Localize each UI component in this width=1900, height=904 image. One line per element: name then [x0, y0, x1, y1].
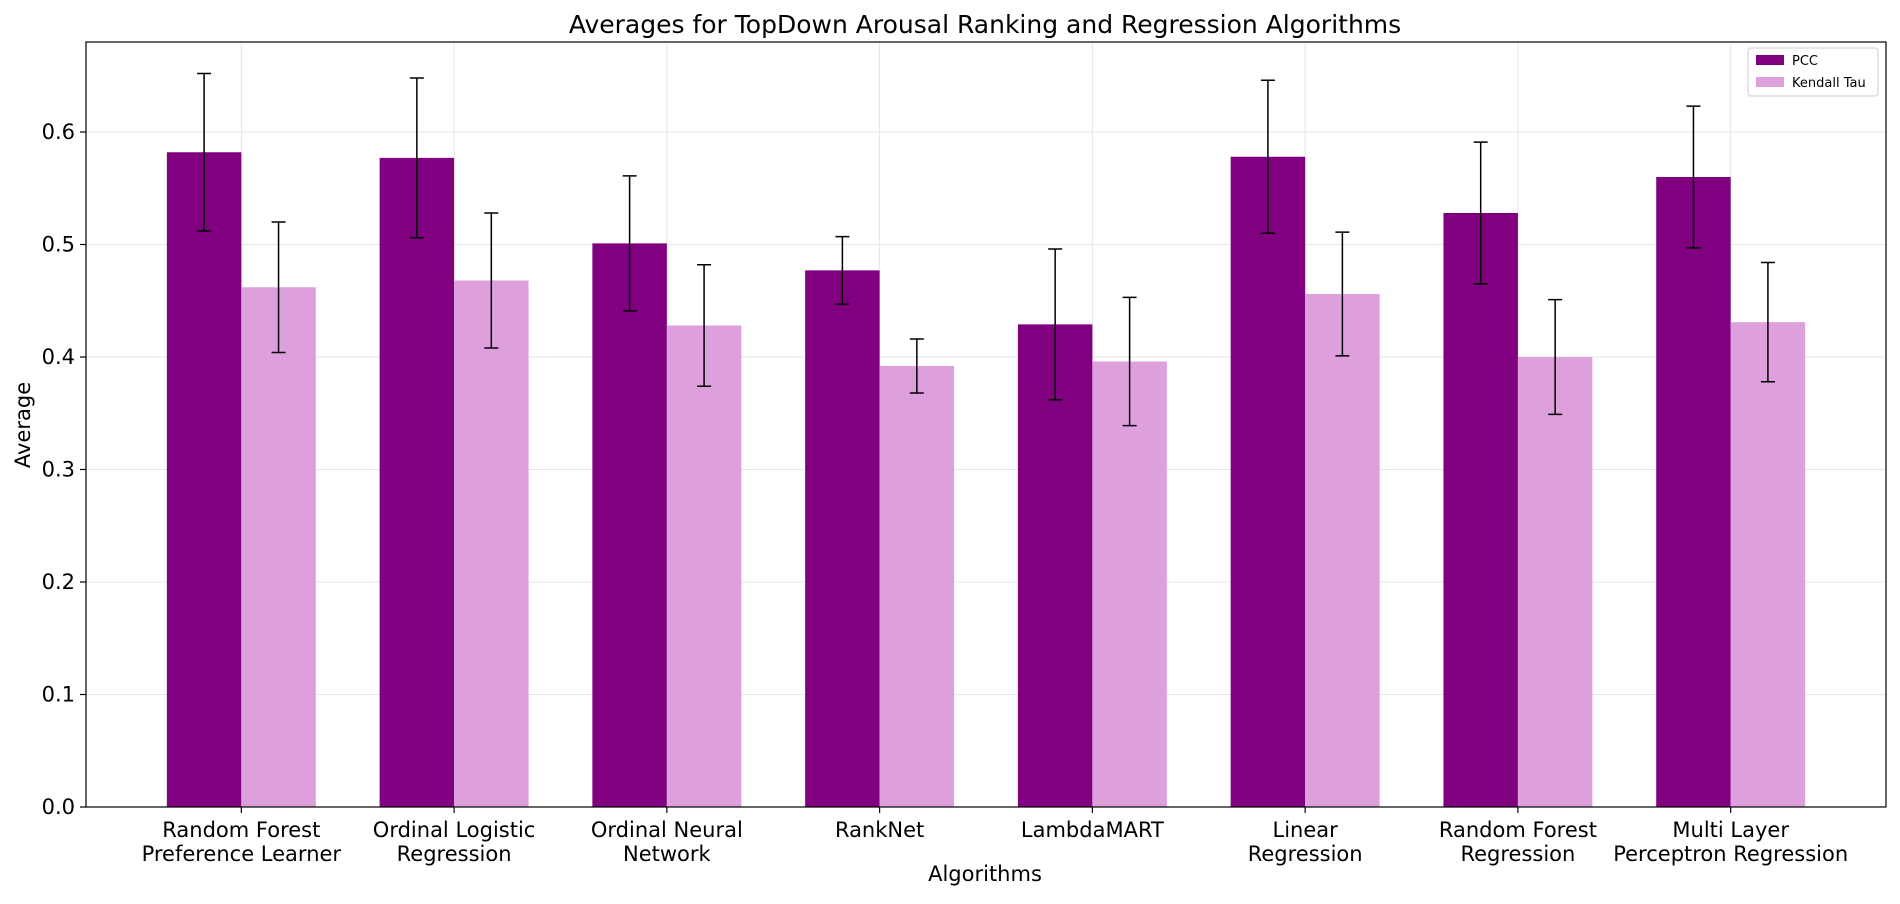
x-tick-label: RankNet — [835, 818, 924, 842]
x-tick-label-line: Ordinal Logistic — [373, 818, 536, 842]
x-tick-label-line: Perceptron Regression — [1613, 842, 1848, 866]
x-tick-label-line: Preference Learner — [142, 842, 342, 866]
bars — [166, 152, 1806, 807]
x-tick-label-line: Regression — [1460, 842, 1575, 866]
x-tick-label: Ordinal Neural Network — [591, 818, 743, 866]
y-axis-ticks: 0.0 0.1 0.2 0.3 0.4 0.5 0.6 — [42, 120, 86, 819]
plot-frame — [85, 41, 1887, 808]
x-tick-label-line: RankNet — [835, 818, 924, 842]
bar-pcc — [1230, 156, 1306, 807]
x-tick-label-line: Network — [623, 842, 712, 866]
y-tick-label: 0.1 — [42, 683, 75, 707]
x-tick-label-line: Random Forest — [1439, 818, 1597, 842]
y-axis-label: Average — [11, 382, 35, 468]
bar-pcc — [592, 243, 667, 807]
bar-pcc — [805, 270, 880, 807]
legend-swatch-pcc — [1756, 55, 1784, 65]
bar-kendall-tau — [1517, 357, 1593, 807]
y-tick-label: 0.5 — [42, 233, 75, 257]
y-tick-label: 0.4 — [42, 345, 75, 369]
bar-kendall-tau — [454, 280, 529, 807]
bar-kendall-tau — [666, 325, 742, 807]
x-tick-label: LambdaMART — [1021, 818, 1164, 842]
bar-kendall-tau — [1730, 322, 1806, 807]
error-bars — [197, 72, 1775, 427]
x-tick-label-line: Random Forest — [162, 818, 320, 842]
bar-kendall-tau — [1092, 361, 1167, 807]
bar-kendall-tau — [879, 366, 955, 807]
y-tick-label: 0.2 — [42, 570, 75, 594]
y-tick-label: 0.6 — [42, 120, 75, 144]
x-tick-label-line: LambdaMART — [1021, 818, 1164, 842]
bar-pcc — [1017, 324, 1093, 807]
legend-swatch-kendall-tau — [1756, 77, 1784, 87]
bar-kendall-tau — [1305, 294, 1380, 807]
x-tick-label-line: Ordinal Neural — [591, 818, 743, 842]
chart-title: Averages for TopDown Arousal Ranking and… — [569, 10, 1401, 39]
y-tick-label: 0.3 — [42, 458, 75, 482]
legend: PCC Kendall Tau — [1747, 47, 1879, 97]
y-tick-label: 0.0 — [42, 795, 75, 819]
x-tick-label: Random Forest Preference Learner — [142, 818, 342, 866]
x-tick-label-line: Regression — [1248, 842, 1363, 866]
x-tick-label: Ordinal Logistic Regression — [373, 818, 536, 866]
grid — [86, 42, 1886, 808]
x-tick-label: Random Forest Regression — [1439, 818, 1597, 866]
x-tick-label: Multi Layer Perceptron Regression — [1613, 818, 1848, 866]
bar-kendall-tau — [241, 287, 316, 807]
legend-label-kendall-tau: Kendall Tau — [1792, 76, 1866, 91]
bar-pcc — [1656, 177, 1731, 807]
x-axis-label: Algorithms — [928, 862, 1042, 886]
bar-pcc — [379, 157, 455, 807]
bar-pcc — [1443, 213, 1518, 807]
x-tick-label-line: Linear — [1273, 818, 1339, 842]
legend-label-pcc: PCC — [1792, 54, 1818, 69]
x-tick-label: Linear Regression — [1248, 818, 1363, 866]
bar-pcc — [166, 152, 242, 807]
x-tick-label-line: Multi Layer — [1672, 818, 1789, 842]
x-tick-label-line: Regression — [397, 842, 512, 866]
